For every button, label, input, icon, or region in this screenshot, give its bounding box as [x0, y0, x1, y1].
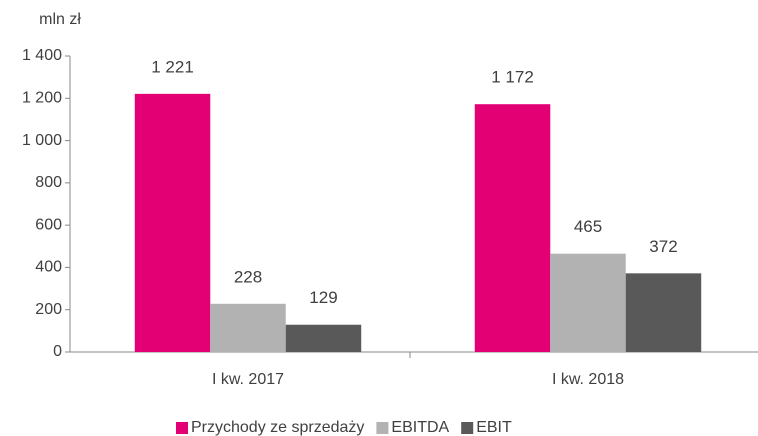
legend-swatch	[176, 422, 188, 434]
y-tick-label: 400	[35, 259, 62, 276]
x-tick-label: I kw. 2017	[212, 371, 284, 388]
legend-label: EBIT	[476, 419, 512, 436]
y-tick-label: 800	[35, 174, 62, 191]
bar	[210, 303, 286, 352]
y-tick-label: 200	[35, 301, 62, 318]
y-tick-label: 1 400	[22, 47, 62, 64]
legend-label: Przychody ze sprzedaży	[191, 419, 364, 436]
legend-label: EBITDA	[391, 419, 449, 436]
legend-swatch	[376, 422, 389, 434]
x-tick-label: I kw. 2018	[552, 371, 624, 388]
legend-swatch	[461, 422, 474, 434]
data-label: 129	[309, 288, 337, 307]
data-label: 465	[574, 217, 602, 236]
data-label: 372	[649, 237, 677, 256]
bar	[550, 253, 626, 352]
y-tick-label: 1 000	[22, 132, 62, 149]
y-tick-label: 600	[35, 216, 62, 233]
data-label: 1 172	[491, 68, 534, 87]
y-tick-label: 1 200	[22, 90, 62, 107]
bar	[134, 93, 211, 353]
bar	[625, 273, 702, 352]
y-tick-label: 0	[53, 343, 62, 360]
data-label: 228	[234, 267, 262, 286]
bar	[474, 104, 551, 352]
data-label: 1 221	[151, 57, 194, 76]
y-axis-label: mln zł	[39, 11, 81, 28]
bar	[285, 324, 362, 352]
